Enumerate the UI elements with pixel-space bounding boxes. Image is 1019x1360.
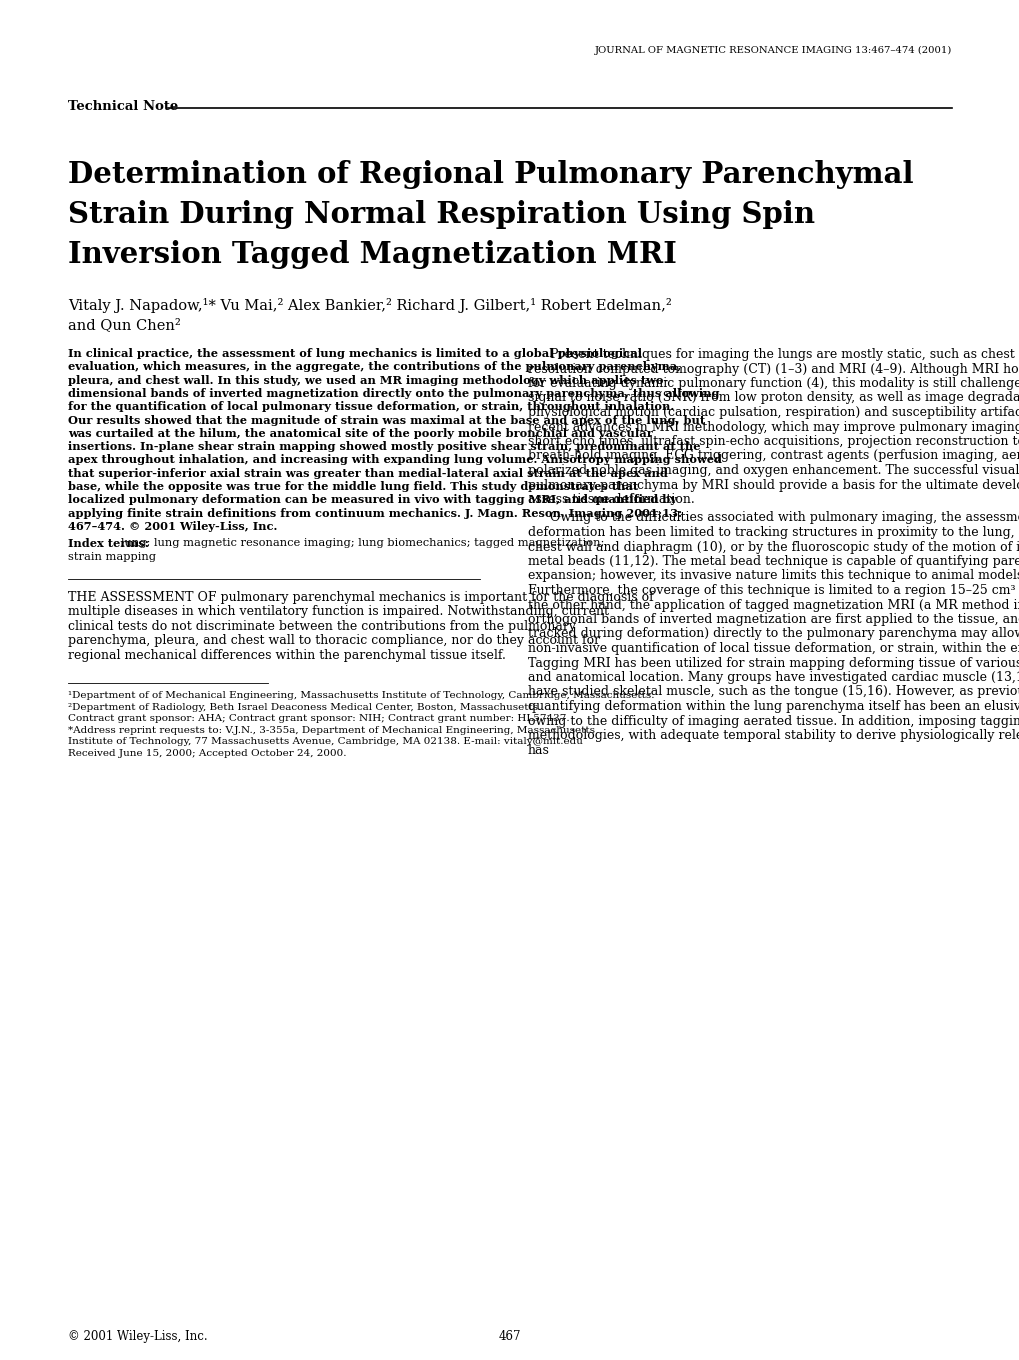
Text: resolution computed tomography (CT) (1–3) and MRI (4–9). Although MRI holds grea: resolution computed tomography (CT) (1–3… [528,363,1019,375]
Text: Determination of Regional Pulmonary Parenchymal: Determination of Regional Pulmonary Pare… [68,160,913,189]
Text: Contract grant sponsor: AHA; Contract grant sponsor: NIH; Contract grant number:: Contract grant sponsor: AHA; Contract gr… [68,714,569,724]
Text: ¹Department of of Mechanical Engineering, Massachusetts Institute of Technology,: ¹Department of of Mechanical Engineering… [68,691,654,700]
Text: Institute of Technology, 77 Massachusetts Avenue, Cambridge, MA 02138. E-mail: v: Institute of Technology, 77 Massachusett… [68,737,582,747]
Text: Received June 15, 2000; Accepted October 24, 2000.: Received June 15, 2000; Accepted October… [68,749,346,758]
Text: localized pulmonary deformation can be measured in vivo with tagging MRI, and qu: localized pulmonary deformation can be m… [68,494,677,506]
Text: multiple diseases in which ventilatory function is impaired. Notwithstanding, cu: multiple diseases in which ventilatory f… [68,605,608,619]
Text: regional mechanical differences within the parenchymal tissue itself.: regional mechanical differences within t… [68,649,505,662]
Text: recent advances in MRI methodology, which may improve pulmonary imaging, include: recent advances in MRI methodology, whic… [528,420,1019,434]
Text: THE ASSESSMENT OF pulmonary parenchymal mechanics is important for the diagnosis: THE ASSESSMENT OF pulmonary parenchymal … [68,590,653,604]
Text: tracked during deformation) directly to the pulmonary parenchyma may allow for e: tracked during deformation) directly to … [528,627,1019,641]
Text: evaluation, which measures, in the aggregate, the contributions of the pulmonary: evaluation, which measures, in the aggre… [68,362,681,373]
Text: Furthermore, the coverage of this technique is limited to a region 15–25 cm³ in : Furthermore, the coverage of this techni… [528,583,1019,597]
Text: owing to the difficulty of imaging aerated tissue. In addition, imposing tagging: owing to the difficulty of imaging aerat… [528,714,1019,728]
Text: dimensional bands of inverted magnetization directly onto the pulmonary parenchy: dimensional bands of inverted magnetizat… [68,388,718,398]
Text: breath-hold imaging, ECG triggering, contrast agents (perfusion imaging, aerosol: breath-hold imaging, ECG triggering, con… [528,450,1019,462]
Text: for evaluating dynamic pulmonary function (4), this modality is still challenged: for evaluating dynamic pulmonary functio… [528,377,1019,390]
Text: deformation has been limited to tracking structures in proximity to the lung, su: deformation has been limited to tracking… [528,526,1019,539]
Text: Inversion Tagged Magnetization MRI: Inversion Tagged Magnetization MRI [68,239,677,269]
Text: and anatomical location. Many groups have investigated cardiac muscle (13,14), w: and anatomical location. Many groups hav… [528,670,1019,684]
Text: © 2001 Wiley-Liss, Inc.: © 2001 Wiley-Liss, Inc. [68,1330,208,1344]
Text: that superior-inferior axial strain was greater than medial-lateral axial strain: that superior-inferior axial strain was … [68,468,667,479]
Text: 467: 467 [498,1330,521,1344]
Text: ²Department of Radiology, Beth Israel Deaconess Medical Center, Boston, Massachu: ²Department of Radiology, Beth Israel De… [68,703,541,711]
Text: for the quantification of local pulmonary tissue deformation, or strain, through: for the quantification of local pulmonar… [68,401,674,412]
Text: metal beads (11,12). The metal bead technique is capable of quantifying parenchy: metal beads (11,12). The metal bead tech… [528,555,1019,568]
Text: non-invasive quantification of local tissue deformation, or strain, within the e: non-invasive quantification of local tis… [528,642,1019,656]
Text: Owing to the difficulties associated with pulmonary imaging, the assessment of p: Owing to the difficulties associated wit… [549,511,1019,525]
Text: polarized noble gas imaging, and oxygen enhancement. The successful visualizatio: polarized noble gas imaging, and oxygen … [528,464,1019,477]
Text: assess tissue deformation.: assess tissue deformation. [528,494,694,506]
Text: base, while the opposite was true for the middle lung field. This study demonstr: base, while the opposite was true for th… [68,481,638,492]
Text: strain mapping: strain mapping [68,552,156,562]
Text: chest wall and diaphragm (10), or by the fluoroscopic study of the motion of imp: chest wall and diaphragm (10), or by the… [528,540,1019,554]
Text: methodologies, with adequate temporal stability to derive physiologically releva: methodologies, with adequate temporal st… [528,729,1019,743]
Text: has: has [528,744,549,756]
Text: Strain During Normal Respiration Using Spin: Strain During Normal Respiration Using S… [68,200,814,228]
Text: parenchyma, pleura, and chest wall to thoracic compliance, nor do they account f: parenchyma, pleura, and chest wall to th… [68,634,599,647]
Text: insertions. In-plane shear strain mapping showed mostly positive shear strain, p: insertions. In-plane shear strain mappin… [68,441,700,452]
Text: Tagging MRI has been utilized for strain mapping deforming tissue of various com: Tagging MRI has been utilized for strain… [528,657,1019,669]
Text: have studied skeletal muscle, such as the tongue (15,16). However, as previously: have studied skeletal muscle, such as th… [528,685,1019,699]
Text: 467–474. © 2001 Wiley-Liss, Inc.: 467–474. © 2001 Wiley-Liss, Inc. [68,521,277,532]
Text: pulmonary parenchyma by MRI should provide a basis for the ultimate development : pulmonary parenchyma by MRI should provi… [528,479,1019,491]
Text: Index terms:: Index terms: [68,539,149,549]
Text: orthogonal bands of inverted magnetization are first applied to the tissue, and : orthogonal bands of inverted magnetizati… [528,613,1019,626]
Text: expansion; however, its invasive nature limits this technique to animal models.: expansion; however, its invasive nature … [528,570,1019,582]
Text: was curtailed at the hilum, the anatomical site of the poorly mobile bronchial a: was curtailed at the hilum, the anatomic… [68,428,652,439]
Text: In clinical practice, the assessment of lung mechanics is limited to a global ph: In clinical practice, the assessment of … [68,348,641,359]
Text: applying finite strain definitions from continuum mechanics. J. Magn. Reson. Ima: applying finite strain definitions from … [68,507,682,518]
Text: apex throughout inhalation, and increasing with expanding lung volume. Anisotrop: apex throughout inhalation, and increasi… [68,454,721,465]
Text: signal to noise ratio (SNR) from low proton density, as well as image degradatio: signal to noise ratio (SNR) from low pro… [528,392,1019,404]
Text: JOURNAL OF MAGNETIC RESONANCE IMAGING 13:467–474 (2001): JOURNAL OF MAGNETIC RESONANCE IMAGING 13… [594,46,951,56]
Text: Technical Note: Technical Note [68,101,178,113]
Text: Our results showed that the magnitude of strain was maximal at the base and apex: Our results showed that the magnitude of… [68,415,704,426]
Text: short echo times, ultrafast spin-echo acquisitions, projection reconstruction te: short echo times, ultrafast spin-echo ac… [528,435,1019,447]
Text: physiological motion (cardiac pulsation, respiration) and susceptibility artifac: physiological motion (cardiac pulsation,… [528,407,1019,419]
Text: Vitaly J. Napadow,¹* Vu Mai,² Alex Bankier,² Richard J. Gilbert,¹ Robert Edelman: Vitaly J. Napadow,¹* Vu Mai,² Alex Banki… [68,298,672,313]
Text: pleura, and chest wall. In this study, we used an MR imaging methodology which a: pleura, and chest wall. In this study, w… [68,374,667,386]
Text: clinical tests do not discriminate between the contributions from the pulmonary: clinical tests do not discriminate betwe… [68,620,576,632]
Text: and Qun Chen²: and Qun Chen² [68,318,180,332]
Text: the other hand, the application of tagged magnetization MRI (a MR method in whic: the other hand, the application of tagge… [528,598,1019,612]
Text: quantifying deformation within the lung parenchyma itself has been an elusive pr: quantifying deformation within the lung … [528,700,1019,713]
Text: lung; lung magnetic resonance imaging; lung biomechanics; tagged magnetization;: lung; lung magnetic resonance imaging; l… [120,539,603,548]
Text: *Address reprint requests to: V.J.N., 3-355a, Department of Mechanical Engineeri: *Address reprint requests to: V.J.N., 3-… [68,726,594,734]
Text: Present techniques for imaging the lungs are mostly static, such as chest radiog: Present techniques for imaging the lungs… [549,348,1019,360]
